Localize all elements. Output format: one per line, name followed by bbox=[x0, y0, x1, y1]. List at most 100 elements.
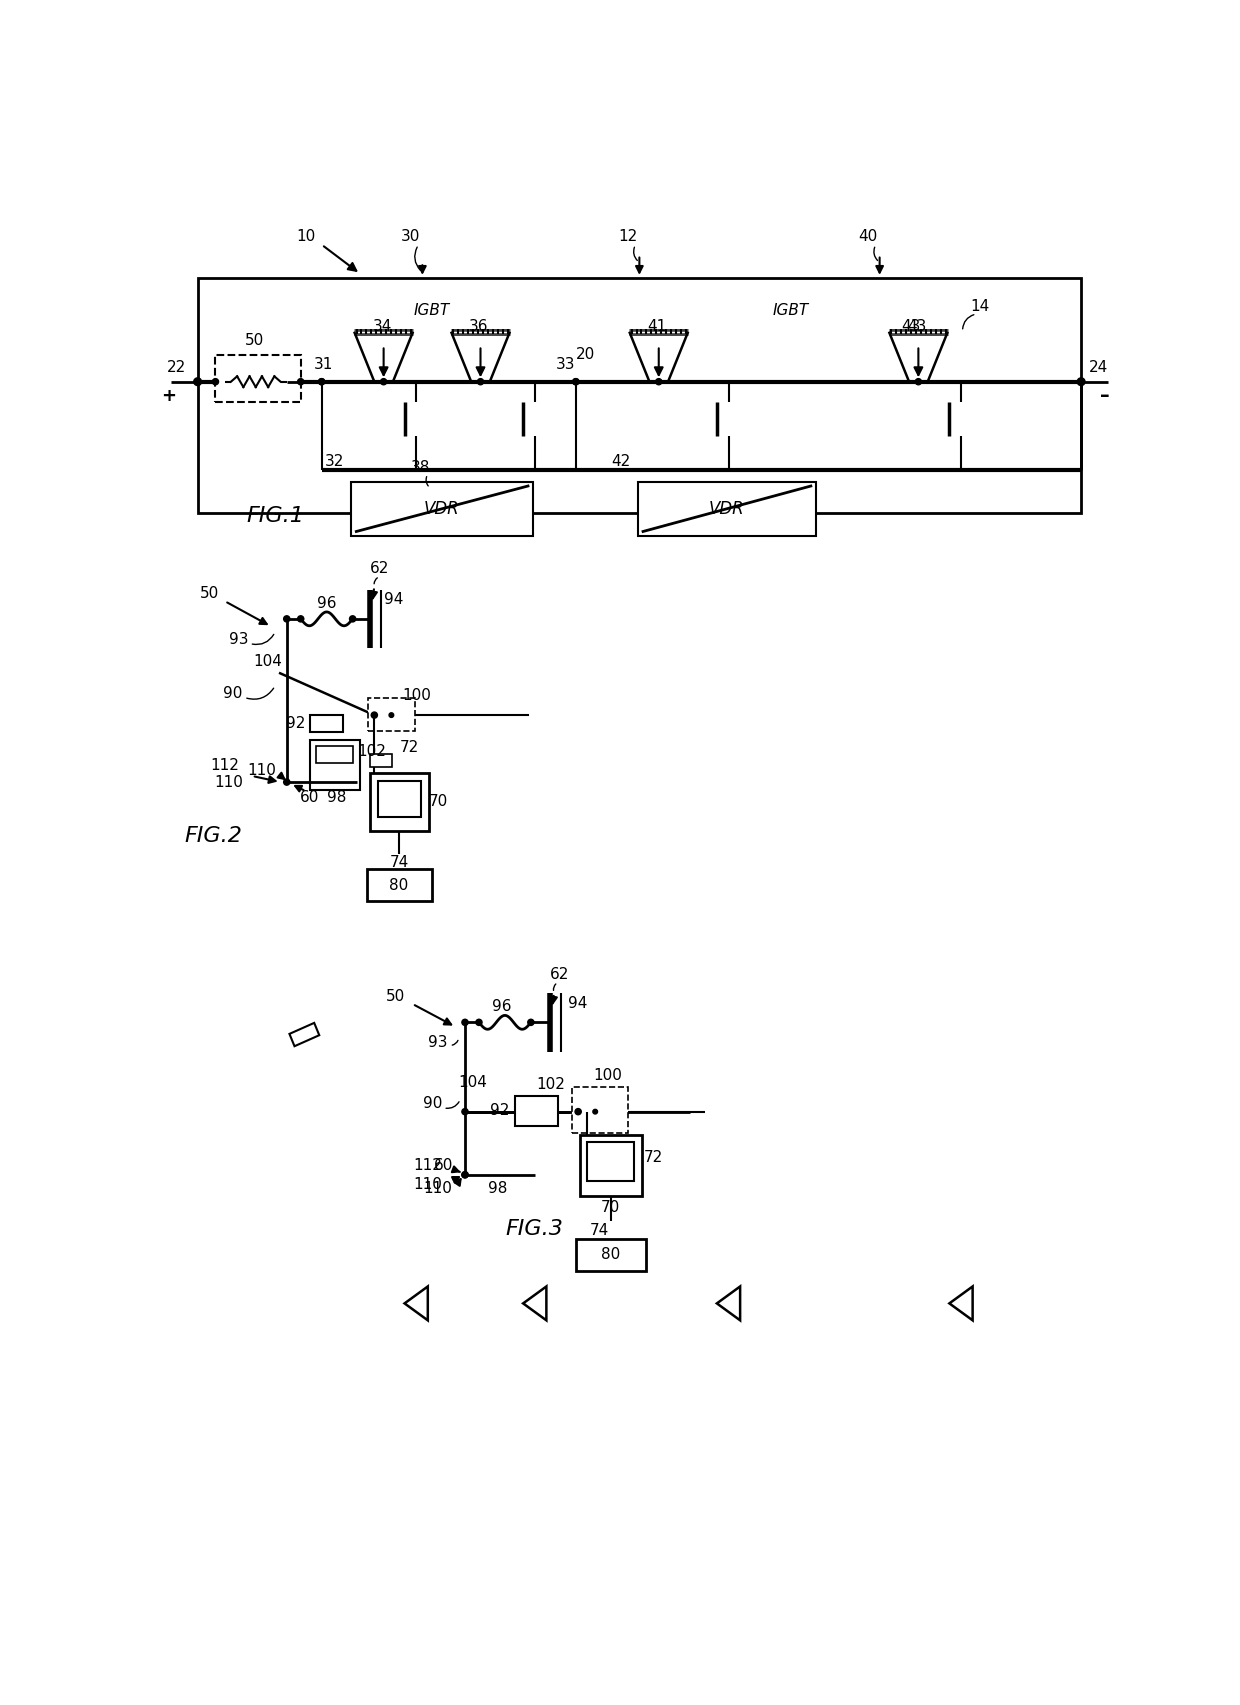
Text: 70: 70 bbox=[601, 1200, 620, 1214]
Bar bbox=[572, 1088, 627, 1134]
Text: 62: 62 bbox=[370, 561, 389, 576]
Circle shape bbox=[461, 1020, 469, 1025]
Text: 80: 80 bbox=[389, 878, 409, 893]
Circle shape bbox=[284, 779, 290, 786]
Text: 43: 43 bbox=[908, 319, 926, 334]
Text: 110: 110 bbox=[215, 774, 243, 789]
Circle shape bbox=[319, 379, 325, 385]
Polygon shape bbox=[523, 1287, 547, 1320]
Text: 60: 60 bbox=[300, 789, 320, 805]
Text: 100: 100 bbox=[403, 689, 432, 704]
Text: 50: 50 bbox=[244, 332, 264, 348]
Text: 93: 93 bbox=[428, 1035, 448, 1050]
Text: 96: 96 bbox=[317, 597, 337, 610]
Polygon shape bbox=[289, 1023, 319, 1047]
Circle shape bbox=[575, 1108, 582, 1115]
Text: 104: 104 bbox=[253, 653, 281, 668]
Text: 31: 31 bbox=[314, 358, 334, 372]
Text: 24: 24 bbox=[1089, 360, 1109, 375]
Text: 110: 110 bbox=[413, 1176, 443, 1192]
Circle shape bbox=[915, 379, 921, 385]
Text: 74: 74 bbox=[590, 1222, 610, 1238]
Text: 104: 104 bbox=[459, 1074, 487, 1089]
Circle shape bbox=[371, 713, 377, 718]
Text: 50: 50 bbox=[200, 587, 219, 600]
Bar bbox=[367, 870, 433, 902]
Circle shape bbox=[477, 379, 484, 385]
Text: 41: 41 bbox=[647, 319, 667, 334]
Polygon shape bbox=[717, 1287, 740, 1320]
Bar bbox=[316, 745, 353, 762]
Text: 70: 70 bbox=[428, 795, 448, 808]
Text: 90: 90 bbox=[223, 685, 242, 701]
Bar bbox=[516, 1096, 558, 1125]
Text: 100: 100 bbox=[593, 1067, 622, 1083]
Text: 33: 33 bbox=[556, 358, 575, 372]
Text: 72: 72 bbox=[399, 740, 419, 755]
Circle shape bbox=[319, 379, 325, 385]
Circle shape bbox=[656, 379, 662, 385]
Text: 38: 38 bbox=[410, 460, 430, 476]
Text: –: – bbox=[1100, 385, 1110, 406]
Text: 22: 22 bbox=[167, 360, 186, 375]
Text: 43: 43 bbox=[901, 319, 920, 334]
Text: 30: 30 bbox=[401, 230, 420, 244]
Bar bbox=[216, 355, 300, 402]
Circle shape bbox=[573, 379, 579, 385]
Text: VDR: VDR bbox=[709, 500, 745, 518]
Text: 110: 110 bbox=[248, 764, 277, 777]
Text: 14: 14 bbox=[971, 298, 990, 314]
Text: 36: 36 bbox=[469, 319, 489, 334]
Text: 34: 34 bbox=[372, 319, 392, 334]
Text: 93: 93 bbox=[229, 633, 248, 648]
Bar bbox=[351, 483, 533, 535]
Bar bbox=[197, 278, 1081, 513]
Text: FIG.1: FIG.1 bbox=[247, 506, 304, 527]
Circle shape bbox=[573, 379, 579, 385]
Circle shape bbox=[298, 616, 304, 622]
Bar bbox=[371, 772, 429, 830]
Text: 42: 42 bbox=[611, 454, 630, 469]
Text: IGBT: IGBT bbox=[773, 303, 808, 319]
Text: 20: 20 bbox=[575, 348, 595, 361]
Text: 12: 12 bbox=[618, 230, 637, 244]
Text: 40: 40 bbox=[858, 230, 878, 244]
Text: 112: 112 bbox=[211, 757, 239, 772]
Text: 92: 92 bbox=[286, 716, 306, 731]
Bar bbox=[588, 1142, 634, 1182]
Text: 112: 112 bbox=[413, 1158, 443, 1173]
Bar bbox=[371, 754, 392, 767]
Text: FIG.3: FIG.3 bbox=[506, 1219, 564, 1240]
Text: 110: 110 bbox=[423, 1182, 453, 1197]
Text: 98: 98 bbox=[487, 1182, 507, 1197]
Text: 94: 94 bbox=[568, 996, 587, 1011]
Circle shape bbox=[381, 379, 387, 385]
Bar bbox=[575, 1240, 646, 1270]
Circle shape bbox=[284, 616, 290, 622]
Text: IGBT: IGBT bbox=[414, 303, 450, 319]
Bar bbox=[637, 483, 816, 535]
Text: 102: 102 bbox=[536, 1078, 564, 1093]
Circle shape bbox=[298, 379, 304, 385]
Circle shape bbox=[193, 379, 201, 385]
Text: VDR: VDR bbox=[424, 500, 460, 518]
Text: 62: 62 bbox=[549, 967, 569, 982]
Circle shape bbox=[212, 379, 218, 385]
Text: +: + bbox=[161, 387, 176, 404]
Circle shape bbox=[461, 1108, 469, 1115]
Bar bbox=[310, 714, 342, 731]
Text: 72: 72 bbox=[644, 1151, 663, 1165]
Bar bbox=[378, 781, 420, 817]
Circle shape bbox=[528, 1020, 534, 1025]
Text: 102: 102 bbox=[357, 743, 387, 759]
Text: 92: 92 bbox=[490, 1103, 510, 1118]
Text: 10: 10 bbox=[296, 230, 316, 244]
Text: FIG.2: FIG.2 bbox=[185, 825, 242, 846]
Bar bbox=[310, 740, 361, 789]
Text: 74: 74 bbox=[389, 856, 409, 871]
Text: 80: 80 bbox=[601, 1248, 620, 1262]
Bar bbox=[580, 1136, 642, 1197]
Circle shape bbox=[461, 1171, 469, 1178]
Polygon shape bbox=[950, 1287, 972, 1320]
Text: 60: 60 bbox=[434, 1158, 453, 1173]
